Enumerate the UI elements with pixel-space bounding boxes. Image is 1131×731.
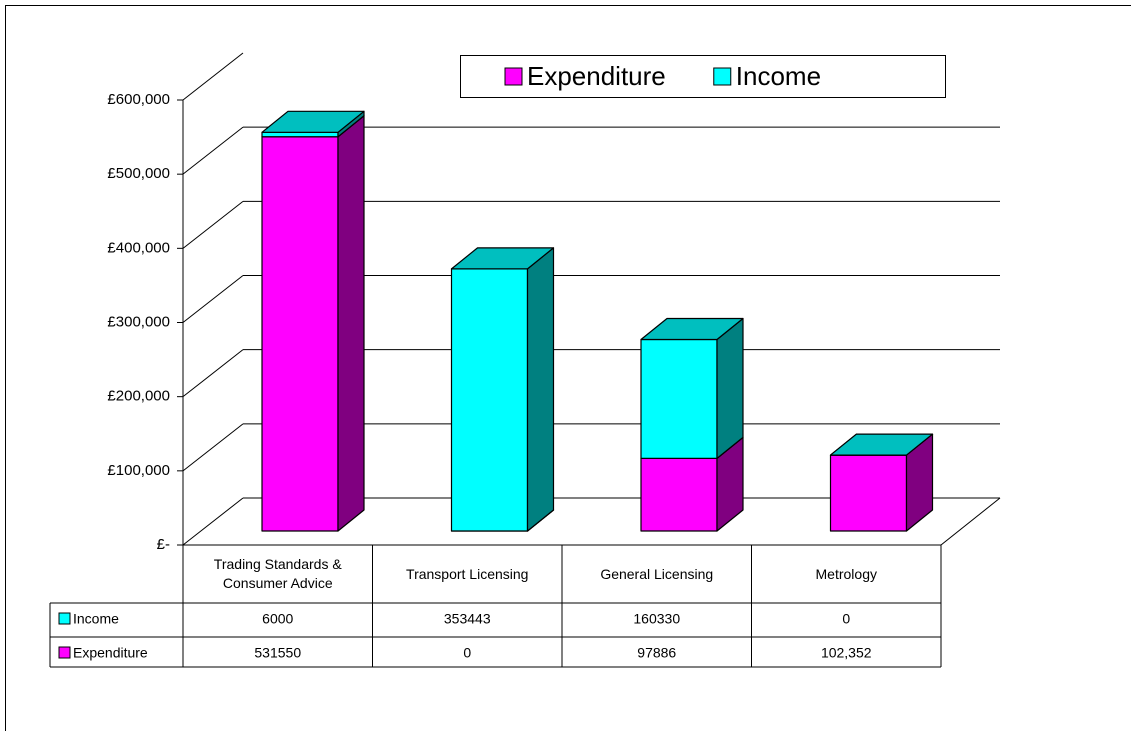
bar (640, 317, 744, 460)
wall-diagonal (182, 126, 244, 175)
table-value: 160330 (633, 611, 680, 627)
x-cell: Metrology (815, 565, 877, 582)
x-tick-label: Metrology (815, 565, 877, 582)
table-value: 102,352 (821, 645, 872, 661)
wall-diagonal (182, 497, 244, 546)
wall-diagonal (182, 349, 244, 398)
bar-side (526, 247, 555, 532)
x-cell: Trading Standards & Consumer Advice (213, 556, 342, 591)
chart-frame (5, 5, 1131, 731)
bar-side (337, 115, 365, 532)
y-tick-label: £200,000 (107, 388, 170, 405)
table-value: 6000 (262, 611, 293, 627)
bar-front (640, 338, 718, 460)
y-tick-label: £400,000 (107, 239, 170, 256)
wall-diagonal (182, 52, 244, 101)
bar-top (640, 317, 744, 341)
table-value: 353443 (444, 611, 491, 627)
table-value: 531550 (254, 645, 301, 661)
bar (829, 433, 934, 456)
table-value: 97886 (637, 645, 676, 661)
bar-top (829, 433, 934, 456)
legend-box (460, 55, 946, 98)
legend-key (713, 67, 732, 86)
bar-front (640, 457, 718, 532)
floor-right (940, 497, 1001, 546)
table-series-name: Income (73, 611, 119, 627)
table-series-name: Expenditure (73, 645, 148, 661)
y-tick-label: £500,000 (107, 165, 170, 182)
x-tick-label: Transport Licensing (406, 565, 529, 582)
x-tick-label: General Licensing (600, 565, 714, 582)
bar-front (450, 268, 529, 532)
table-value: 0 (842, 611, 850, 627)
wall-diagonal (182, 275, 244, 323)
legend-label: Income (736, 61, 821, 91)
bar (261, 110, 365, 138)
y-tick-label: £- (157, 536, 170, 553)
table-value: 0 (463, 645, 471, 661)
bar-top (261, 110, 365, 133)
bar (261, 115, 365, 532)
table-legend-key (58, 612, 71, 625)
y-tick-label: £300,000 (107, 313, 170, 330)
bar-front (261, 131, 339, 138)
legend-label: Expenditure (527, 61, 666, 91)
x-cell: General Licensing (600, 565, 714, 582)
bar-side (716, 317, 744, 460)
wall-diagonal (182, 423, 244, 472)
legend-key (504, 67, 523, 86)
wall-diagonal (182, 200, 244, 249)
bar-top (450, 247, 555, 270)
y-tick-label: £600,000 (107, 91, 170, 108)
bar-front (829, 454, 908, 532)
y-tick-label: £100,000 (107, 462, 170, 479)
bar-front (261, 136, 339, 532)
x-cell: Transport Licensing (406, 565, 529, 582)
table-legend-key (58, 646, 71, 659)
x-tick-label: Trading Standards & Consumer Advice (213, 556, 342, 591)
bar (450, 247, 555, 532)
